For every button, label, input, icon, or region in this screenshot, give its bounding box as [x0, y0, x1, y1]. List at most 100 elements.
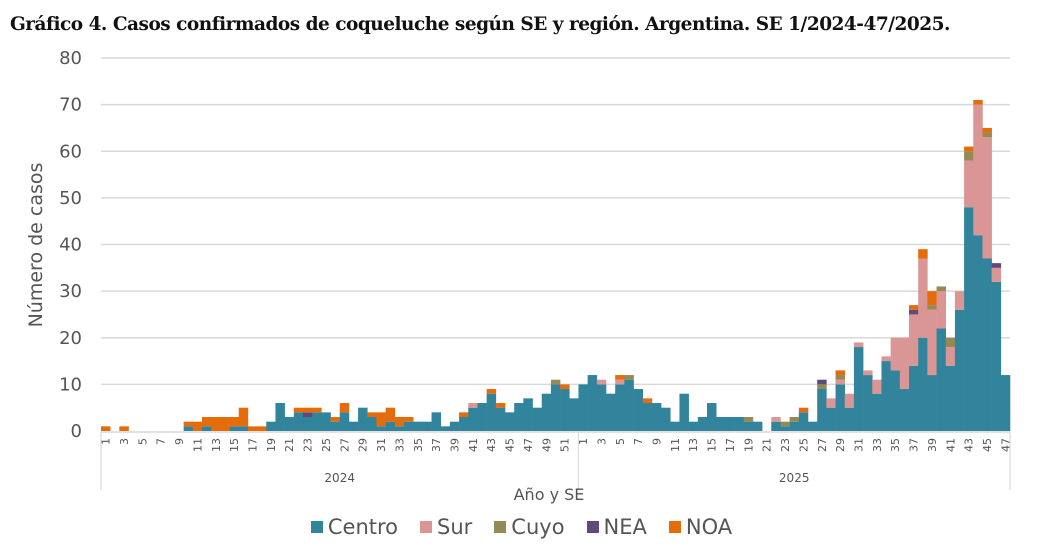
- bar-segment-centro: [541, 393, 552, 431]
- bar-segment-centro: [202, 426, 212, 431]
- x-tick-label: 19: [742, 438, 755, 452]
- bar-segment-noa: [404, 417, 414, 422]
- bar-segment-centro: [348, 421, 359, 431]
- legend-swatch: [420, 521, 433, 533]
- bar-segment-centro: [936, 328, 947, 431]
- bar-segment-centro: [422, 421, 432, 431]
- bar-segment-centro: [624, 379, 634, 431]
- bar-segment-centro: [569, 398, 579, 431]
- bar-segment-cuyo: [789, 417, 800, 422]
- bar-segment-centro: [413, 421, 423, 431]
- bar-segment-centro: [615, 384, 625, 432]
- y-tick-label: 60: [59, 141, 82, 162]
- y-tick-label: 50: [59, 188, 82, 209]
- y-tick-label: 40: [59, 235, 82, 256]
- bar-segment-nea: [817, 379, 827, 385]
- bar-segment-centro: [927, 375, 937, 431]
- bar-segment-sur: [615, 379, 625, 385]
- bar-segment-centro: [826, 407, 836, 431]
- bar-segment-noa: [459, 412, 469, 418]
- bar-segment-centro: [578, 384, 588, 432]
- x-tick-label: 9: [173, 438, 186, 445]
- bar-segment-nea: [991, 263, 1002, 268]
- bar-segment-centro: [909, 365, 919, 431]
- bar-segment-noa: [330, 417, 341, 422]
- legend-item-nea: NEA: [586, 515, 647, 539]
- bar-segment-noa: [192, 421, 203, 431]
- bar-segment-noa: [202, 417, 212, 427]
- bar-segment-centro: [339, 412, 350, 431]
- x-tick-label: 41: [944, 438, 957, 452]
- bar-segment-sur: [468, 403, 478, 408]
- legend-swatch: [668, 521, 681, 533]
- bar-segment-cuyo: [835, 375, 846, 380]
- bar-segment-centro: [183, 426, 194, 431]
- bar-segment-centro: [991, 281, 1002, 431]
- year-label: 2024: [324, 471, 355, 485]
- x-tick-label: 51: [559, 438, 572, 452]
- bar-segment-centro: [596, 384, 607, 432]
- y-tick-label: 20: [59, 328, 82, 349]
- bar-segment-centro: [844, 407, 855, 431]
- x-tick-label: 23: [779, 438, 792, 452]
- bar-segment-centro: [266, 421, 276, 431]
- bar-segment-centro: [404, 421, 414, 431]
- bar-segment-centro: [633, 389, 644, 431]
- bar-segment-centro: [707, 403, 717, 431]
- bar-segment-sur: [596, 379, 607, 385]
- bar-segment-centro: [780, 426, 790, 431]
- bar-segment-cuyo: [927, 305, 937, 310]
- legend-label: NEA: [603, 515, 647, 539]
- x-tick-label: 15: [228, 438, 241, 452]
- bar-segment-sur: [863, 370, 873, 376]
- bar-segment-centro: [238, 426, 249, 431]
- legend-label: Cuyo: [511, 515, 565, 539]
- y-tick-label: 30: [59, 281, 82, 302]
- bar-segment-noa: [486, 389, 497, 394]
- x-tick-label: 37: [430, 438, 443, 452]
- bar-segment-sur: [899, 337, 910, 390]
- x-tick-label: 19: [265, 438, 278, 452]
- bar-segment-noa: [293, 407, 304, 413]
- x-tick-label: 25: [320, 438, 333, 452]
- x-axis-title: Año y SE: [514, 485, 585, 504]
- bar-segment-centro: [303, 417, 313, 431]
- bar-segment-centro: [367, 417, 377, 431]
- legend-item-sur: Sur: [420, 515, 472, 539]
- bar-segment-centro: [716, 417, 726, 431]
- bar-segment-noa: [615, 375, 625, 380]
- x-tick-label: 33: [871, 438, 884, 452]
- bar-segment-noa: [964, 146, 974, 152]
- bar-segment-noa: [119, 426, 129, 431]
- bar-segment-cuyo: [780, 421, 790, 427]
- bar-segment-sur: [964, 160, 974, 208]
- legend-label: NOA: [685, 515, 733, 539]
- bar-segment-centro: [798, 412, 809, 431]
- x-tick-label: 3: [118, 438, 131, 445]
- bar-segment-sur: [881, 356, 891, 362]
- bar-segment-centro: [679, 393, 689, 431]
- bar-segment-sur: [890, 337, 901, 371]
- x-tick-label: 13: [210, 438, 223, 452]
- bar-segment-centro: [523, 398, 533, 431]
- bar-segment-centro: [505, 412, 515, 431]
- bar-segment-cuyo: [936, 286, 947, 292]
- bar-segment-noa: [211, 417, 221, 431]
- x-tick-label: 17: [247, 438, 260, 452]
- legend-item-cuyo: Cuyo: [494, 515, 565, 539]
- bar-segment-centro: [872, 393, 882, 431]
- bar-segment-centro: [651, 403, 662, 431]
- bar-segment-sur: [844, 393, 855, 408]
- x-tick-label: 5: [136, 438, 149, 445]
- bar-segment-noa: [982, 127, 992, 133]
- bar-segment-centro: [532, 407, 543, 431]
- y-tick-label: 10: [59, 374, 82, 395]
- x-tick-label: 43: [963, 438, 976, 452]
- legend-swatch: [494, 521, 507, 533]
- x-tick-label: 9: [651, 438, 664, 445]
- y-tick-label: 70: [59, 95, 82, 116]
- x-tick-label: 47: [999, 438, 1012, 452]
- bar-segment-centro: [817, 389, 827, 431]
- x-tick-label: 5: [614, 438, 627, 445]
- x-tick-label: 11: [191, 438, 204, 452]
